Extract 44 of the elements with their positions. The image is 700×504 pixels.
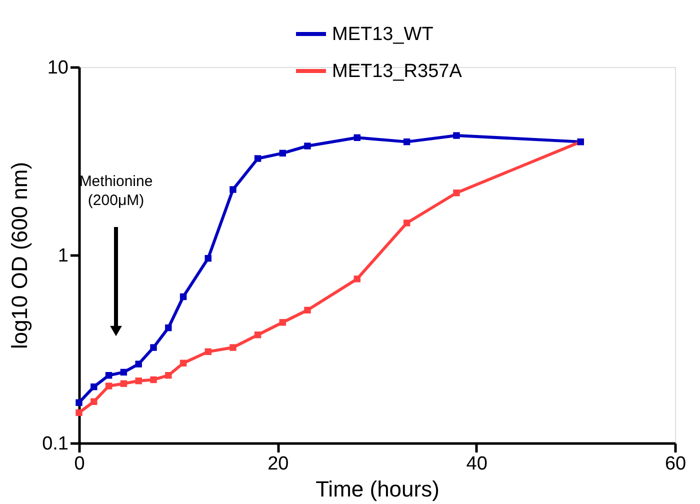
annotation: Methionine (200μM)	[79, 173, 153, 209]
x-tick-label: 20	[268, 454, 289, 474]
point	[150, 376, 157, 384]
point	[354, 276, 360, 282]
point	[135, 360, 142, 368]
y-tick-label: 0.1	[42, 434, 68, 454]
point	[165, 372, 172, 379]
point	[230, 186, 236, 193]
point	[76, 409, 82, 416]
x-tick-label: 40	[466, 454, 488, 474]
point	[453, 190, 460, 196]
point	[304, 142, 311, 150]
point	[403, 138, 410, 146]
point	[120, 380, 128, 387]
point	[105, 382, 112, 390]
point	[180, 293, 187, 300]
point	[90, 383, 98, 390]
point	[254, 155, 262, 162]
point	[180, 360, 187, 366]
point	[105, 372, 112, 379]
point	[279, 319, 286, 326]
x-tick-label: 60	[664, 454, 686, 474]
point	[354, 134, 360, 141]
legend-label: MET13_R357A	[332, 61, 462, 82]
y-tick-label: 10	[47, 58, 68, 78]
x-axis-title: Time (hours)	[316, 476, 440, 502]
point	[76, 399, 82, 406]
y-tick-label: 1	[58, 246, 68, 266]
point	[204, 254, 212, 262]
point	[204, 348, 212, 356]
point	[165, 324, 172, 332]
x-tick-label: 0	[74, 454, 85, 474]
point	[135, 378, 142, 384]
point	[254, 332, 262, 338]
point	[150, 344, 157, 351]
y-axis-title: log10 OD (600 nm)	[7, 162, 32, 350]
point	[403, 220, 410, 226]
point	[304, 306, 311, 314]
point	[230, 344, 236, 351]
legend-label: MET13_WT	[332, 24, 434, 45]
point	[120, 368, 128, 376]
point	[90, 398, 98, 405]
point	[453, 132, 460, 139]
point	[279, 150, 286, 157]
